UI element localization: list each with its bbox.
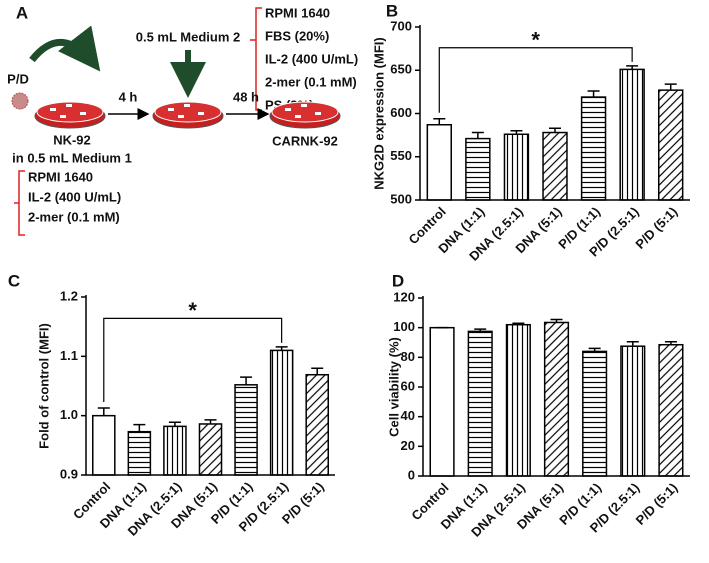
significance-label: * <box>531 28 540 53</box>
y-tick-label: 0.9 <box>60 466 78 481</box>
axis <box>422 296 690 477</box>
error-bar <box>311 367 324 375</box>
error-bar <box>550 318 563 323</box>
bar <box>542 131 568 201</box>
bar <box>658 89 684 201</box>
step-label: 48 h <box>233 89 259 104</box>
panel-label: D <box>392 271 404 290</box>
panel-label: C <box>8 271 20 290</box>
y-tick-label: 650 <box>390 62 412 77</box>
bar <box>582 350 608 477</box>
medium-item: IL-2 (400 U/mL) <box>265 51 358 66</box>
bar <box>658 343 684 477</box>
y-tick-label: 120 <box>393 289 415 304</box>
x-tick-label: P/D (5:1) <box>633 480 681 528</box>
error-bar <box>549 127 561 133</box>
medium-item: FBS (20%) <box>265 28 329 43</box>
error-bar <box>168 421 181 427</box>
error-bar <box>433 117 446 125</box>
bar <box>127 430 152 476</box>
significance-label: * <box>188 298 197 323</box>
error-bar <box>474 328 487 332</box>
cell-label: NK-92 <box>53 132 91 147</box>
bar <box>92 414 116 476</box>
medium-item: IL-2 (400 U/mL) <box>28 189 121 204</box>
axis <box>85 295 335 476</box>
x-tick-label: P/D (5:1) <box>632 204 680 252</box>
y-tick-label: 1.0 <box>60 407 78 422</box>
error-bar <box>133 423 146 432</box>
y-axis-title: NKG2D expression (MFI) <box>371 37 386 189</box>
y-tick-label: 80 <box>401 349 415 364</box>
axis <box>419 25 690 201</box>
y-tick-label: 700 <box>390 18 412 33</box>
bar <box>234 384 258 476</box>
dish <box>152 101 224 129</box>
bar <box>580 96 607 201</box>
dish <box>269 101 341 129</box>
panel-label: B <box>386 1 398 20</box>
error-bar <box>664 341 677 345</box>
significance-bracket <box>438 47 633 113</box>
error-bar <box>275 346 288 351</box>
medium-item: RPMI 1640 <box>265 5 330 20</box>
error-bar <box>588 347 601 352</box>
bar <box>429 326 455 477</box>
bar <box>620 345 646 477</box>
bar <box>543 321 570 477</box>
y-tick-label: 40 <box>401 408 415 423</box>
error-bar <box>626 341 639 347</box>
step-label: 4 h <box>119 89 138 104</box>
error-bar <box>510 130 523 135</box>
y-tick-label: 600 <box>390 105 412 120</box>
error-bar <box>204 419 217 424</box>
medium2-label: 0.5 mL Medium 2 <box>136 29 241 44</box>
y-axis-title: Fold of control (MFI) <box>36 323 51 449</box>
bar <box>465 137 491 201</box>
pd-label: P/D <box>7 71 29 86</box>
y-axis-title: Cell viability (%) <box>386 337 401 437</box>
error-bar <box>587 90 600 98</box>
bracket <box>14 170 25 236</box>
add-arrow <box>29 25 101 72</box>
bar <box>467 330 493 477</box>
medium1-label: in 0.5 mL Medium 1 <box>12 150 132 165</box>
y-tick-label: 20 <box>401 438 415 453</box>
y-tick-label: 1.2 <box>60 288 78 303</box>
error-bar <box>471 131 484 139</box>
bar <box>505 323 531 477</box>
pd-particle <box>11 92 29 110</box>
y-tick-label: 1.1 <box>60 348 78 363</box>
error-bar <box>664 83 677 91</box>
dish <box>34 101 106 129</box>
bar <box>163 425 187 476</box>
bar <box>503 133 530 201</box>
bar <box>269 349 294 476</box>
product-label: CARNK-92 <box>272 133 338 148</box>
error-bar <box>512 322 525 325</box>
y-tick-label: 60 <box>401 378 415 393</box>
bar <box>426 123 452 201</box>
panel-label: A <box>16 3 28 22</box>
panel-a: A P/D NK-92 in 0.5 mL Medium 1 RPMI 1640… <box>7 3 358 236</box>
bar <box>305 373 329 476</box>
medium-item: RPMI 1640 <box>28 169 93 184</box>
medium-item: 2-mer (0.1 mM) <box>265 74 357 89</box>
error-bar <box>626 65 639 70</box>
significance-bracket <box>103 317 283 402</box>
error-bar <box>240 376 253 385</box>
error-bar <box>97 407 110 416</box>
bar <box>198 423 223 476</box>
medium-item: 2-mer (0.1 mM) <box>28 209 120 224</box>
y-tick-label: 0 <box>408 467 415 482</box>
y-tick-label: 500 <box>390 191 412 206</box>
bar <box>619 68 645 201</box>
y-tick-label: 550 <box>390 148 412 163</box>
y-tick-label: 100 <box>393 319 415 334</box>
